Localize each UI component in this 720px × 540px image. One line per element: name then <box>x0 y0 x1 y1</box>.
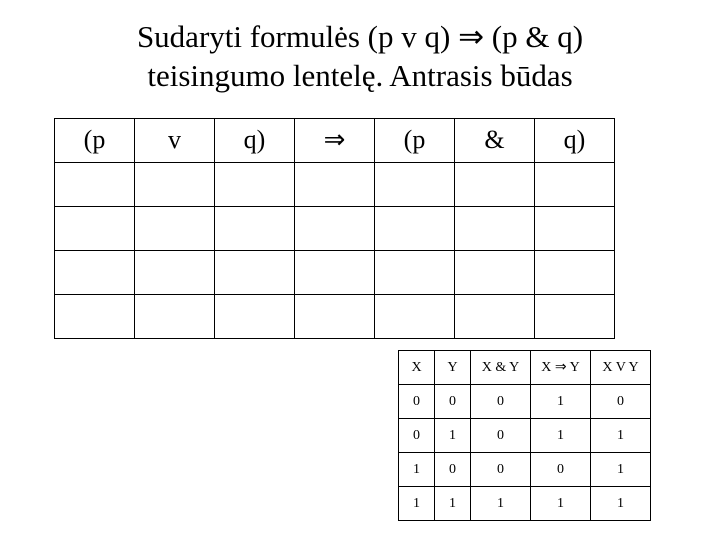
title-line-1: Sudaryti formulės (p v q) ⇒ (p & q) <box>137 19 583 54</box>
cell: 1 <box>531 419 591 453</box>
cell: 1 <box>591 487 651 521</box>
table-row: 1 0 0 0 1 <box>399 453 651 487</box>
table-row <box>55 250 615 294</box>
header-cell: ⇒ <box>295 118 375 162</box>
header-cell: q) <box>215 118 295 162</box>
cell: 1 <box>591 453 651 487</box>
header-cell: (p <box>375 118 455 162</box>
cell: 1 <box>471 487 531 521</box>
cell: 1 <box>399 487 435 521</box>
table-row <box>55 162 615 206</box>
table-row: X Y X & Y X ⇒ Y X V Y <box>399 351 651 385</box>
header-cell: & <box>455 118 535 162</box>
header-cell: Y <box>435 351 471 385</box>
title-line-2: teisingumo lentelę. Antrasis būdas <box>147 58 572 93</box>
cell: 0 <box>435 385 471 419</box>
header-cell: X V Y <box>591 351 651 385</box>
cell: 0 <box>471 419 531 453</box>
table-row: 0 0 0 1 0 <box>399 385 651 419</box>
table-row <box>55 294 615 338</box>
cell: 0 <box>531 453 591 487</box>
header-cell: v <box>135 118 215 162</box>
header-cell: (p <box>55 118 135 162</box>
cell: 0 <box>399 385 435 419</box>
cell: 1 <box>399 453 435 487</box>
cell: 1 <box>591 419 651 453</box>
header-cell: X ⇒ Y <box>531 351 591 385</box>
cell: 1 <box>435 419 471 453</box>
cell: 0 <box>471 385 531 419</box>
truth-table-reference: X Y X & Y X ⇒ Y X V Y 0 0 0 1 0 0 1 0 1 … <box>398 350 651 521</box>
cell: 1 <box>435 487 471 521</box>
cell: 0 <box>591 385 651 419</box>
table-row <box>55 206 615 250</box>
page-title: Sudaryti formulės (p v q) ⇒ (p & q) teis… <box>0 0 720 96</box>
header-cell: X & Y <box>471 351 531 385</box>
header-cell: X <box>399 351 435 385</box>
header-cell: q) <box>535 118 615 162</box>
cell: 0 <box>399 419 435 453</box>
cell: 0 <box>435 453 471 487</box>
cell: 1 <box>531 385 591 419</box>
cell: 1 <box>531 487 591 521</box>
truth-table-main: (p v q) ⇒ (p & q) <box>54 118 615 339</box>
cell: 0 <box>471 453 531 487</box>
table-row: 1 1 1 1 1 <box>399 487 651 521</box>
table-row: 0 1 0 1 1 <box>399 419 651 453</box>
table-row: (p v q) ⇒ (p & q) <box>55 118 615 162</box>
